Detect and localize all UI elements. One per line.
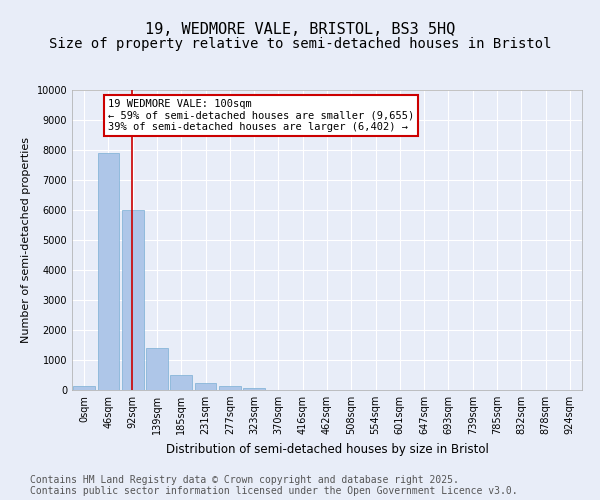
Text: Contains public sector information licensed under the Open Government Licence v3: Contains public sector information licen… xyxy=(30,486,518,496)
X-axis label: Distribution of semi-detached houses by size in Bristol: Distribution of semi-detached houses by … xyxy=(166,442,488,456)
Bar xyxy=(194,384,217,390)
Text: Size of property relative to semi-detached houses in Bristol: Size of property relative to semi-detach… xyxy=(49,37,551,51)
Bar xyxy=(219,386,241,390)
Text: 19, WEDMORE VALE, BRISTOL, BS3 5HQ: 19, WEDMORE VALE, BRISTOL, BS3 5HQ xyxy=(145,22,455,38)
Bar xyxy=(73,386,95,390)
Y-axis label: Number of semi-detached properties: Number of semi-detached properties xyxy=(21,137,31,343)
Bar xyxy=(122,210,143,390)
Bar xyxy=(97,153,119,390)
Bar xyxy=(146,348,168,390)
Bar xyxy=(170,375,192,390)
Text: 19 WEDMORE VALE: 100sqm
← 59% of semi-detached houses are smaller (9,655)
39% of: 19 WEDMORE VALE: 100sqm ← 59% of semi-de… xyxy=(108,99,414,132)
Bar xyxy=(243,388,265,390)
Text: Contains HM Land Registry data © Crown copyright and database right 2025.: Contains HM Land Registry data © Crown c… xyxy=(30,475,459,485)
